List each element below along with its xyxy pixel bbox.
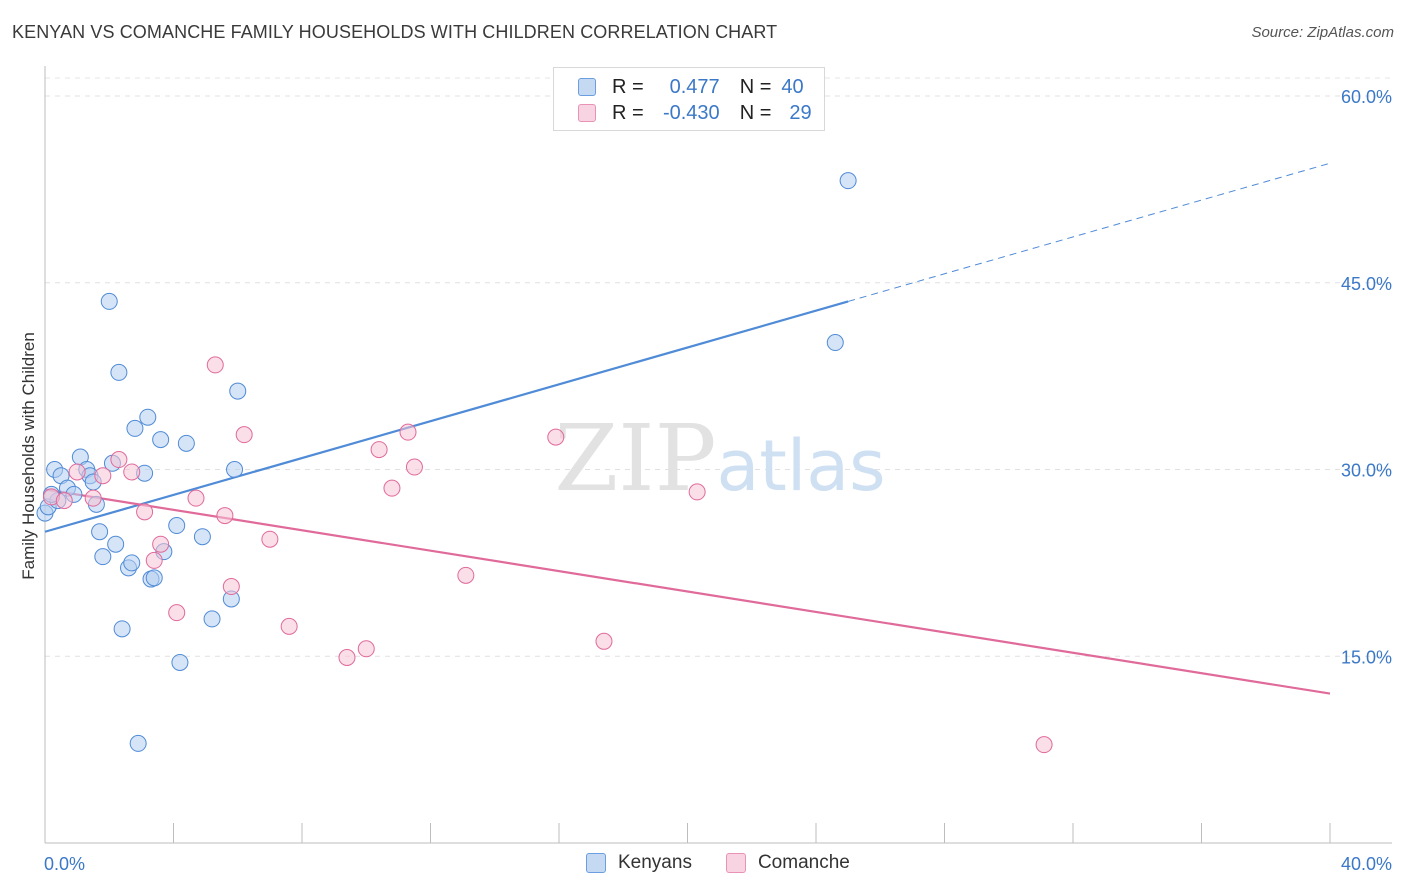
grid-lines	[45, 77, 1392, 657]
series-legend: Kenyans Comanche	[586, 852, 884, 874]
y-axis-label: Family Households with Children	[19, 332, 38, 580]
point-comanche	[110, 451, 128, 469]
y-tick-label: 30.0%	[1341, 461, 1392, 481]
point-kenyans	[113, 620, 131, 638]
x-tick-label-max: 40.0%	[1341, 854, 1392, 874]
correlation-legend: R = 0.477 N = 40 R = -0.430 N = 29	[553, 67, 825, 131]
watermark-atlas: atlas	[717, 425, 886, 507]
data-points	[36, 172, 1053, 754]
point-comanche	[338, 648, 356, 666]
point-comanche	[547, 428, 565, 446]
legend-item-kenyans: Kenyans	[586, 852, 692, 874]
trend-line-kenyans	[44, 300, 849, 533]
chart-source: Source: ZipAtlas.com	[1251, 24, 1394, 41]
point-kenyans	[100, 292, 118, 310]
point-comanche	[457, 566, 475, 584]
point-kenyans	[91, 523, 109, 541]
trend-extension-kenyans	[847, 162, 1331, 302]
point-comanche	[123, 463, 141, 481]
point-kenyans	[171, 653, 189, 671]
y-tick-label: 60.0%	[1341, 87, 1392, 107]
point-kenyans	[123, 554, 141, 572]
point-comanche	[688, 483, 706, 501]
point-comanche	[370, 441, 388, 459]
legend-n-label: N =	[739, 101, 772, 124]
point-comanche	[84, 489, 102, 507]
point-kenyans	[94, 548, 112, 566]
point-comanche	[136, 503, 154, 521]
point-kenyans	[168, 517, 186, 535]
point-comanche	[68, 463, 86, 481]
comanche-swatch	[578, 104, 596, 122]
comanche-swatch	[725, 853, 746, 873]
point-comanche	[280, 617, 298, 635]
point-kenyans	[152, 431, 170, 449]
point-comanche	[152, 535, 170, 553]
point-comanche	[405, 458, 423, 476]
point-comanche	[187, 489, 205, 507]
point-kenyans	[139, 408, 157, 426]
point-kenyans	[145, 569, 163, 587]
point-comanche	[206, 356, 224, 374]
legend-label-kenyans: Kenyans	[618, 852, 692, 873]
point-kenyans	[826, 334, 844, 352]
legend-n-label: N =	[739, 75, 772, 98]
y-tick-label: 15.0%	[1341, 647, 1392, 667]
point-comanche	[357, 640, 375, 658]
point-comanche	[399, 423, 417, 441]
legend-n-value: 29	[789, 101, 812, 124]
point-kenyans	[839, 172, 857, 190]
point-comanche	[55, 492, 73, 510]
legend-n-value: 40	[781, 75, 804, 98]
point-kenyans	[226, 461, 244, 478]
point-kenyans	[107, 535, 125, 553]
watermark: ZIPatlas	[554, 405, 885, 512]
kenyans-swatch	[578, 78, 596, 96]
point-comanche	[168, 604, 186, 622]
chart-title: KENYAN VS COMANCHE FAMILY HOUSEHOLDS WIT…	[12, 22, 778, 42]
point-kenyans	[203, 610, 221, 628]
trend-line-comanche	[44, 488, 1331, 695]
legend-r-label: R =	[612, 101, 644, 124]
point-kenyans	[229, 382, 247, 400]
legend-label-comanche: Comanche	[757, 852, 850, 873]
y-tick-labels: 15.0% 30.0% 45.0% 60.0%	[1341, 87, 1392, 667]
point-comanche	[216, 507, 234, 525]
point-kenyans	[110, 363, 128, 381]
point-kenyans	[193, 528, 211, 546]
legend-row-comanche: R = -0.430 N = 29	[578, 101, 812, 125]
legend-r-value: -0.430	[662, 101, 720, 124]
kenyans-swatch	[586, 853, 606, 873]
point-comanche	[261, 530, 279, 548]
point-comanche	[145, 551, 163, 569]
point-kenyans	[177, 434, 195, 452]
trend-lines	[44, 162, 1331, 695]
axes	[44, 66, 1392, 844]
point-kenyans	[129, 734, 147, 752]
point-comanche	[383, 479, 401, 497]
point-comanche	[94, 467, 112, 485]
legend-row-kenyans: R = 0.477 N = 40	[578, 75, 804, 99]
point-comanche	[595, 632, 613, 650]
legend-r-value: 0.477	[669, 75, 720, 98]
y-tick-label: 45.0%	[1341, 274, 1392, 294]
x-tick-label-min: 0.0%	[44, 854, 85, 874]
point-comanche	[1035, 736, 1053, 754]
point-comanche	[222, 578, 240, 596]
point-comanche	[235, 426, 253, 444]
legend-r-label: R =	[612, 75, 644, 98]
point-kenyans	[126, 419, 144, 437]
legend-item-comanche: Comanche	[725, 852, 850, 874]
